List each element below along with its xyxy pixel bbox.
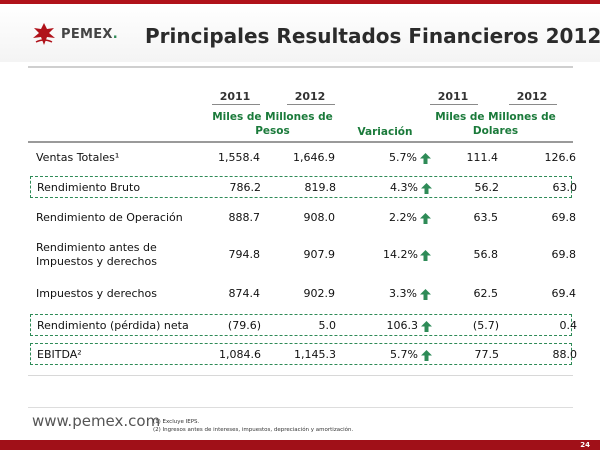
table-row: Rendimiento (pérdida) neta (79.6) 5.0 106.3… bbox=[30, 314, 577, 336]
up-arrow-icon bbox=[420, 289, 431, 300]
dollar-2011-value: 77.5 bbox=[474, 348, 500, 361]
table-row: EBITDA² 1,084.6 1,145.3 5.7% 77.5 88.0 bbox=[30, 343, 577, 365]
dollar-2012-underline bbox=[509, 104, 557, 105]
variation-value: 3.3% bbox=[389, 287, 417, 300]
pesos-2011-value: (79.6) bbox=[227, 319, 261, 332]
variation-value: 106.3 bbox=[386, 319, 419, 332]
dollar-2012-value: 88.0 bbox=[552, 348, 578, 361]
footer-divider bbox=[28, 407, 573, 408]
page-title: Principales Resultados Financieros 2012 bbox=[145, 24, 600, 48]
footnote-1: (1) Excluye IEPS. bbox=[153, 419, 200, 425]
website-link[interactable]: www.pemex.com bbox=[32, 412, 161, 430]
dollar-2012-value: 69.8 bbox=[551, 211, 577, 224]
logo-wordmark: PEMEX bbox=[61, 26, 113, 42]
dollar-2011-value: 56.8 bbox=[473, 248, 499, 261]
up-arrow-icon bbox=[420, 213, 431, 224]
pesos-2012-value: 819.8 bbox=[304, 181, 337, 194]
table-bottom-rule bbox=[28, 375, 573, 376]
variation-value: 5.7% bbox=[390, 348, 418, 361]
row-label: Ventas Totales¹ bbox=[36, 151, 120, 164]
title-divider bbox=[28, 66, 573, 68]
pemex-logo: PEMEX. bbox=[30, 20, 118, 48]
pesos-year-2012: 2012 bbox=[294, 90, 326, 103]
up-arrow-icon bbox=[420, 153, 431, 164]
table-row: Rendimiento de Operación 888.7 908.0 2.2% 63… bbox=[30, 208, 576, 228]
dollar-2011-value: (5.7) bbox=[472, 319, 499, 332]
dollar-2012-value: 0.4 bbox=[559, 319, 578, 332]
pesos-2012-value: 902.9 bbox=[303, 287, 336, 300]
slide-header: PEMEX. Principales Resultados Financiero… bbox=[0, 4, 600, 62]
dollar-2012-value: 69.4 bbox=[551, 287, 577, 300]
dollar-year-2012: 2012 bbox=[516, 90, 548, 103]
row-label: Rendimiento Bruto bbox=[37, 181, 141, 194]
row-label: Rendimiento antes de Impuestos y derechos bbox=[36, 241, 157, 268]
up-arrow-icon bbox=[421, 321, 432, 332]
pesos-2012-value: 1,145.3 bbox=[294, 348, 336, 361]
pesos-2012-underline bbox=[287, 104, 335, 105]
pesos-2012-value: 1,646.9 bbox=[293, 151, 335, 164]
row-label: Rendimiento de Operación bbox=[36, 211, 183, 224]
dollar-2012-value: 63.0 bbox=[552, 181, 578, 194]
dollar-2012-value: 69.8 bbox=[551, 248, 577, 261]
table-row: Impuestos y derechos 874.4 902.9 3.3% 62.5 69… bbox=[30, 284, 576, 304]
pesos-year-2011: 2011 bbox=[219, 90, 251, 103]
pesos-2011-value: 874.4 bbox=[228, 287, 261, 300]
variation-value: 5.7% bbox=[389, 151, 417, 164]
pesos-2011-value: 794.8 bbox=[228, 248, 261, 261]
variation-value: 4.3% bbox=[390, 181, 418, 194]
up-arrow-icon bbox=[421, 183, 432, 194]
dollar-year-2011: 2011 bbox=[437, 90, 469, 103]
row-label: Rendimiento (pérdida) neta bbox=[37, 319, 189, 332]
row-label: Impuestos y derechos bbox=[36, 287, 157, 300]
dollar-2011-value: 56.2 bbox=[474, 181, 500, 194]
pesos-2011-value: 1,558.4 bbox=[218, 151, 260, 164]
pemex-eagle-icon bbox=[33, 23, 55, 45]
variation-value: 14.2% bbox=[383, 248, 418, 261]
pesos-2012-value: 907.9 bbox=[303, 248, 336, 261]
pesos-2011-underline bbox=[212, 104, 260, 105]
footer-bar bbox=[0, 440, 600, 450]
table-row: Rendimiento Bruto 786.2 819.8 4.3% 56.2 63.0 bbox=[30, 176, 577, 198]
page-number: 24 bbox=[580, 441, 590, 449]
row-label: EBITDA² bbox=[37, 348, 82, 361]
pesos-units-label: Miles de Millones de Pesos bbox=[212, 111, 333, 137]
pesos-2011-value: 786.2 bbox=[229, 181, 262, 194]
pesos-2012-value: 908.0 bbox=[303, 211, 336, 224]
table-row: Rendimiento antes de Impuestos y derechos… bbox=[30, 238, 576, 272]
table-header-divider bbox=[28, 141, 573, 143]
dollar-units-label: Miles de Millones de Dolares bbox=[435, 111, 556, 137]
dollar-2012-value: 126.6 bbox=[544, 151, 577, 164]
dollar-2011-value: 63.5 bbox=[473, 211, 499, 224]
top-accent-bar bbox=[0, 0, 600, 4]
variation-label: Variación bbox=[357, 126, 413, 138]
footnote-2: (2) Ingresos antes de intereses, impuest… bbox=[153, 427, 354, 433]
dollar-2011-underline bbox=[430, 104, 478, 105]
footnotes: (1) Excluye IEPS. (2) Ingresos antes de … bbox=[153, 418, 353, 434]
table-row: Ventas Totales¹ 1,558.4 1,646.9 5.7% 111.4 12… bbox=[30, 148, 576, 168]
dollar-2011-value: 111.4 bbox=[466, 151, 499, 164]
up-arrow-icon bbox=[421, 350, 432, 361]
pesos-2011-value: 1,084.6 bbox=[219, 348, 261, 361]
variation-value: 2.2% bbox=[389, 211, 417, 224]
dollar-2011-value: 62.5 bbox=[473, 287, 499, 300]
pesos-2012-value: 5.0 bbox=[318, 319, 337, 332]
pesos-2011-value: 888.7 bbox=[228, 211, 261, 224]
up-arrow-icon bbox=[420, 250, 431, 261]
